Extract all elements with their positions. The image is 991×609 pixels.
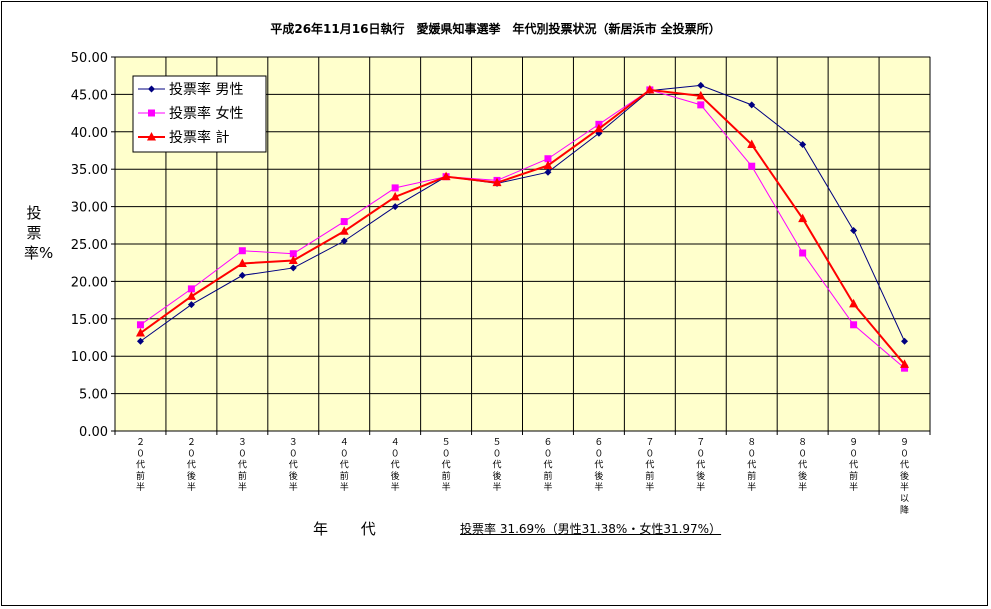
data-point (136, 337, 144, 345)
data-point (136, 321, 144, 329)
x-tick-label: ８０代前半 (747, 438, 756, 493)
data-point (238, 271, 246, 279)
y-tick-label: 50.00 (71, 51, 108, 66)
y-tick-label: 40.00 (71, 126, 108, 141)
y-tick-label: 35.00 (71, 163, 108, 178)
x-tick-label: ５０代前半 (442, 438, 451, 493)
series-line (140, 89, 905, 369)
data-point (135, 328, 145, 337)
legend-marker (147, 132, 156, 141)
data-point (901, 337, 909, 345)
legend-label: 投票率 計 (169, 129, 229, 146)
data-point (544, 155, 552, 163)
y-tick-label: 20.00 (71, 275, 108, 290)
data-point (492, 177, 502, 187)
x-axis-label: 年 代 (313, 520, 390, 538)
data-point (799, 249, 807, 257)
legend-label: 投票率 女性 (169, 105, 243, 122)
x-tick-label: ７０代前半 (645, 438, 654, 493)
data-point (391, 203, 399, 211)
y-tick-label: 15.00 (71, 313, 108, 328)
data-point (340, 237, 348, 245)
data-point (238, 247, 246, 255)
data-point (798, 213, 808, 223)
data-point (288, 255, 298, 264)
x-tick-label: ７０代後半 (696, 438, 705, 493)
x-tick-label: ２０代後半 (187, 438, 196, 493)
x-tick-label: ８０代後半 (798, 438, 807, 493)
data-point (391, 184, 399, 192)
legend-marker (148, 85, 155, 93)
data-point (748, 162, 756, 170)
series-line (139, 88, 906, 366)
y-tick-label: 10.00 (71, 350, 108, 365)
x-tick-label: ３０代前半 (238, 438, 247, 493)
data-point (186, 291, 196, 300)
x-tick-label: ３０代後半 (289, 438, 298, 493)
data-point (187, 285, 195, 293)
data-point (289, 264, 297, 272)
y-tick-label: 5.00 (79, 388, 108, 403)
data-point (340, 218, 348, 226)
data-point (748, 101, 756, 109)
data-point (543, 160, 553, 169)
data-point (901, 364, 909, 372)
data-point (849, 298, 859, 308)
data-point (697, 101, 705, 109)
data-point (594, 123, 604, 133)
series-triangle (135, 84, 910, 368)
data-point (441, 171, 451, 181)
data-point (544, 168, 552, 176)
data-point (747, 139, 757, 149)
data-point (696, 90, 706, 100)
data-point (799, 141, 807, 149)
legend-marker (148, 109, 155, 117)
data-point (237, 258, 247, 267)
series-line (140, 84, 905, 342)
data-point (900, 359, 910, 368)
x-tick-label: ４０代前半 (340, 438, 349, 493)
data-point (645, 84, 655, 94)
y-tick-label: 30.00 (71, 201, 108, 216)
x-tick-label: ５０代後半 (493, 438, 502, 493)
y-tick-label: 0.00 (79, 425, 108, 440)
data-point (697, 81, 705, 89)
x-tick-label: ２０代前半 (136, 438, 145, 493)
data-point (850, 321, 858, 329)
legend-label: 投票率 男性 (169, 81, 243, 98)
data-point (187, 301, 195, 309)
data-point (289, 250, 297, 258)
data-point (339, 226, 349, 235)
x-tick-label: ６０代後半 (594, 438, 603, 493)
x-tick-label: ９０代前半 (849, 438, 858, 493)
y-tick-label: 45.00 (71, 88, 108, 103)
x-tick-label: ６０代前半 (543, 438, 552, 493)
x-tick-label: ４０代後半 (391, 438, 400, 493)
data-point (850, 227, 858, 235)
data-point (390, 191, 400, 201)
x-tick-label: ９０代後半以降 (900, 438, 909, 516)
turnout-summary: 投票率 31.69%（男性31.38%・女性31.97%） (460, 522, 722, 536)
y-tick-label: 25.00 (71, 238, 108, 253)
chart-title: 平成26年11月16日執行 愛媛県知事選挙 年代別投票状況（新居浜市 全投票所） (270, 22, 721, 36)
